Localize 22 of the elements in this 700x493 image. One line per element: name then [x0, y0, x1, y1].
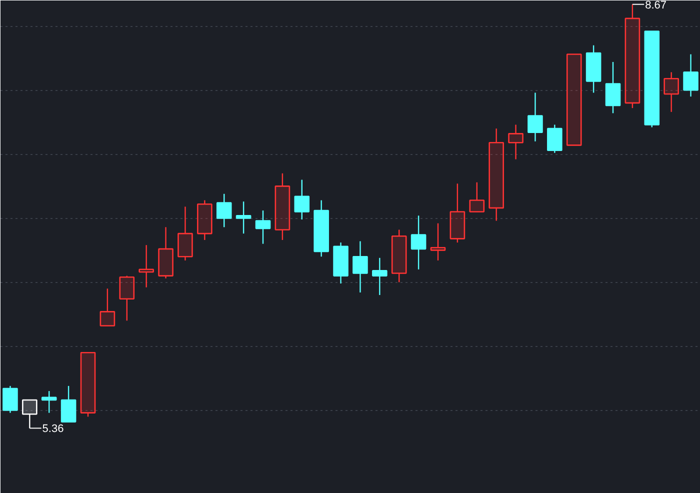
candlestick [178, 206, 193, 262]
candlestick [410, 215, 426, 270]
candlestick [2, 385, 18, 414]
candlestick [547, 124, 562, 154]
candlestick [488, 128, 504, 222]
candlestick [236, 200, 252, 234]
candlestick [138, 244, 154, 288]
candlestick [333, 242, 348, 284]
annotation: 5.36 [42, 423, 64, 436]
candlestick [352, 240, 368, 294]
candlestick [508, 124, 524, 160]
candlestick [372, 257, 388, 296]
candlestick [255, 210, 271, 244]
candlestick [158, 226, 174, 279]
candlestick [314, 200, 329, 258]
candlestick [528, 92, 543, 142]
candlestick [197, 200, 212, 241]
candlestick [664, 72, 679, 113]
annotation: 8.67 [645, 0, 667, 12]
candlestick [430, 222, 446, 262]
candlestick [274, 172, 290, 241]
candlestick [683, 54, 698, 98]
